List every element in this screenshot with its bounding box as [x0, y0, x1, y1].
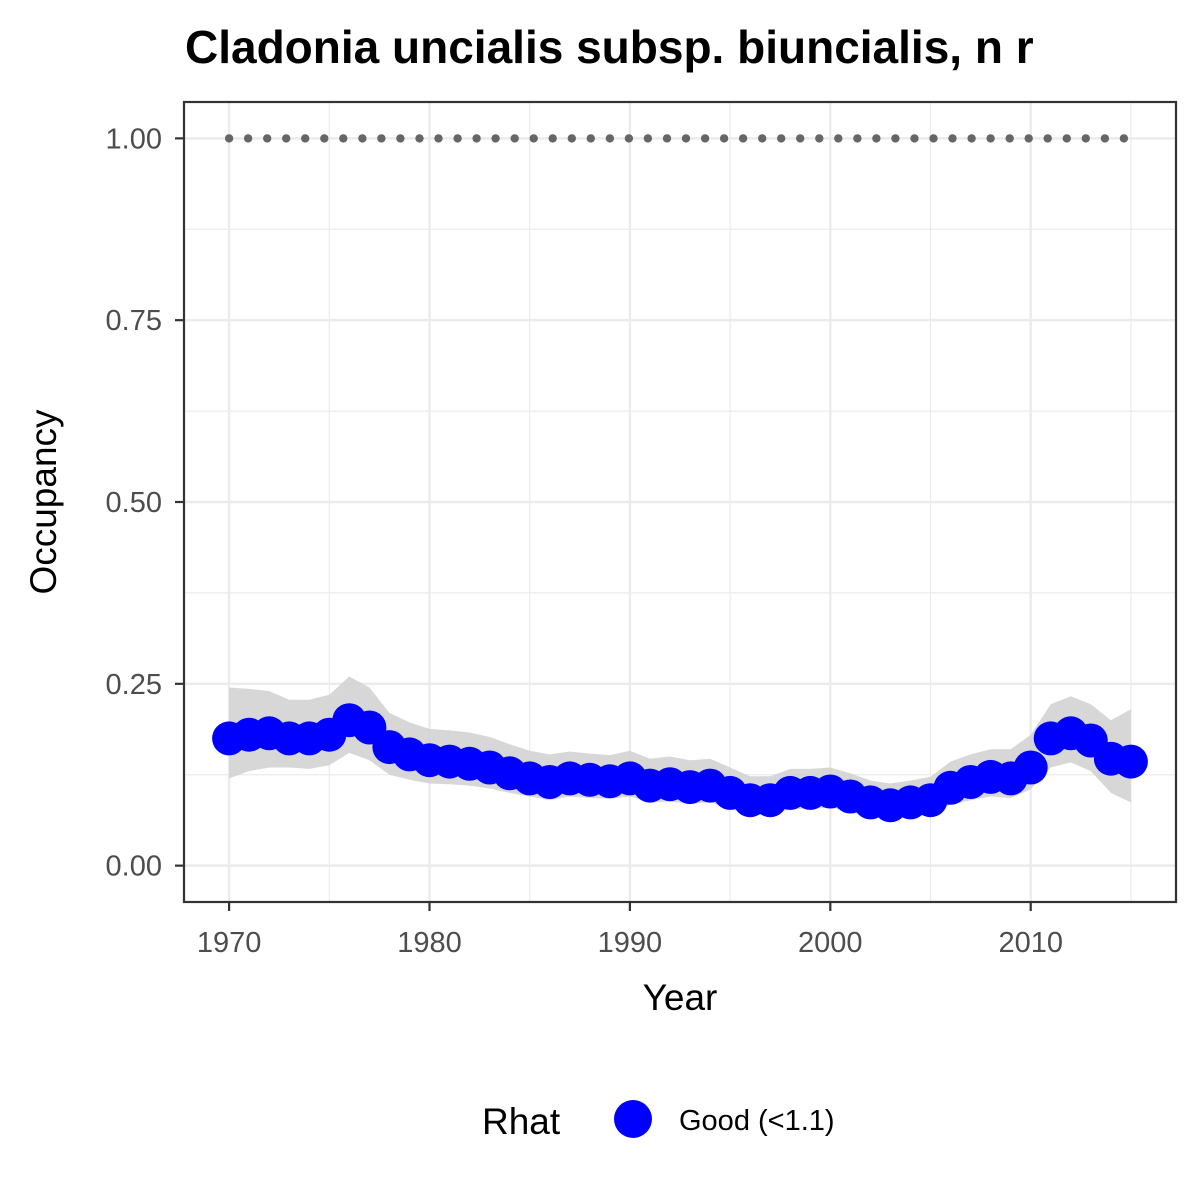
reference-line-dot — [472, 134, 481, 143]
reference-line-dot — [929, 134, 938, 143]
legend-label-good: Good (<1.1) — [679, 1105, 835, 1137]
reference-line-dot — [453, 134, 462, 143]
reference-line-dot — [662, 134, 672, 143]
x-axis-title: Year — [643, 977, 718, 1018]
reference-line-dot — [396, 134, 405, 143]
reference-line-dot — [681, 134, 691, 143]
reference-line-dot — [853, 134, 862, 143]
reference-line-dot — [624, 134, 634, 143]
reference-line-dot — [339, 134, 348, 143]
y-axis-title: Occupancy — [23, 409, 64, 595]
reference-line-dot — [548, 134, 557, 143]
x-tick-label: 2010 — [998, 927, 1063, 959]
reference-line-dot — [605, 134, 615, 143]
legend: Rhat Good (<1.1) — [482, 1100, 835, 1142]
reference-line-dot — [738, 134, 748, 143]
reference-line-dot — [1119, 134, 1129, 143]
reference-line-dot — [434, 134, 443, 143]
reference-line-dot — [872, 134, 881, 143]
reference-line-dot — [1081, 134, 1091, 143]
legend-key-good — [614, 1100, 652, 1138]
reference-line-dot — [586, 134, 595, 143]
data-point — [1013, 750, 1048, 785]
reference-line-dot — [1024, 134, 1033, 143]
chart-title: Cladonia uncialis subsp. biuncialis, n r — [185, 21, 1034, 73]
reference-line-dot — [224, 134, 234, 143]
reference-line-dot — [263, 134, 272, 143]
reference-line-dot — [301, 134, 310, 143]
reference-line-dot — [243, 134, 253, 143]
reference-line-dot — [1043, 134, 1052, 143]
reference-line-dot — [643, 134, 653, 143]
reference-line-dot — [700, 134, 710, 143]
ribbon-layer — [229, 676, 1131, 820]
reference-line-dot — [510, 134, 519, 143]
x-tick-label: 1980 — [397, 927, 462, 959]
reference-line-dot — [986, 134, 995, 143]
reference-line-dot — [320, 134, 329, 143]
reference-line-dot — [777, 134, 786, 143]
reference-line-dot — [815, 134, 824, 143]
reference-line-dot — [967, 134, 976, 143]
reference-line-dot — [358, 134, 367, 143]
axes: 1970 1980 1990 2000 2010 0.00 0.25 0.50 0.75 1.00 — [106, 123, 1063, 959]
plot-panel — [182, 100, 1178, 904]
reference-line-dot — [758, 134, 767, 143]
reference-line-dot — [567, 134, 576, 143]
reference-line-dot — [1062, 134, 1072, 143]
reference-line-layer — [224, 134, 1129, 143]
points-layer — [212, 703, 1148, 823]
reference-line-dot — [948, 134, 957, 143]
y-tick-label: 0.50 — [106, 487, 162, 519]
reference-line-dot — [377, 134, 386, 143]
reference-line-dot — [1100, 134, 1110, 143]
x-tick-label: 2000 — [798, 927, 863, 959]
reference-line-dot — [415, 134, 424, 143]
legend-title: Rhat — [482, 1101, 561, 1142]
reference-line-dot — [719, 134, 729, 143]
x-tick-label: 1970 — [197, 927, 262, 959]
reference-line-dot — [491, 134, 500, 143]
reference-line-dot — [891, 134, 900, 143]
y-tick-label: 0.00 — [106, 851, 162, 883]
reference-line-dot — [529, 134, 538, 143]
y-tick-label: 0.75 — [106, 305, 162, 337]
y-tick-label: 1.00 — [106, 123, 162, 155]
reference-line-dot — [1005, 134, 1014, 143]
data-point — [1113, 744, 1148, 779]
y-tick-label: 0.25 — [106, 669, 162, 701]
x-tick-label: 1990 — [598, 927, 663, 959]
reference-line-dot — [796, 134, 805, 143]
reference-line-dot — [282, 134, 291, 143]
reference-line-dot — [834, 134, 843, 143]
confidence-ribbon — [229, 676, 1131, 820]
reference-line-dot — [910, 134, 919, 143]
